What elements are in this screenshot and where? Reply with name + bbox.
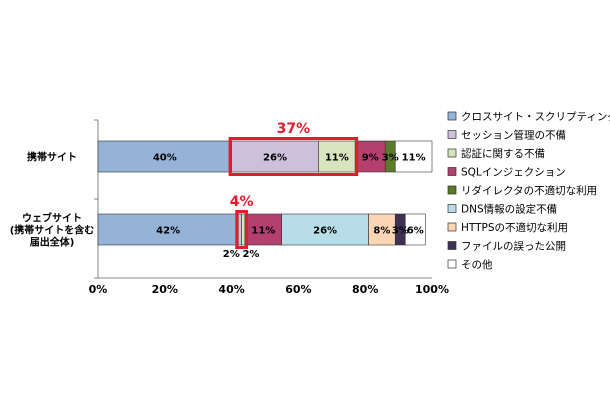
legend-swatch <box>447 259 457 269</box>
highlight-box <box>228 137 359 176</box>
data-label: 3% <box>382 153 399 164</box>
bar-segment <box>241 213 246 246</box>
legend-swatch <box>447 185 457 195</box>
x-tick-label: 0% <box>89 283 108 296</box>
bar-segment <box>394 140 433 173</box>
legend-label: その他 <box>461 258 493 271</box>
x-tick-label: 40% <box>218 283 244 296</box>
x-tick-label: 100% <box>415 283 449 296</box>
bar-segment <box>97 140 232 173</box>
x-tick-label: 20% <box>152 283 178 296</box>
legend-swatch <box>447 204 457 213</box>
bar-segment <box>237 213 242 246</box>
legend-swatch <box>447 241 457 250</box>
data-label: 6% <box>407 226 424 237</box>
bar-segment <box>97 213 239 246</box>
highlight-label: 37% <box>277 121 311 137</box>
data-label: 11% <box>251 226 275 237</box>
legend-swatch <box>447 148 457 158</box>
data-label: 8% <box>373 226 390 237</box>
bar-segment <box>318 140 356 173</box>
category-label-line: 届出全体) <box>30 236 75 249</box>
legend-label: HTTPSの不適切な利用 <box>461 221 568 234</box>
category-label: 携帯サイト <box>27 151 77 164</box>
data-label: 2% <box>223 249 240 260</box>
category-label-line: 携帯サイト <box>27 151 77 164</box>
data-label: 40% <box>153 153 177 164</box>
legend-swatch <box>447 130 457 139</box>
data-label: 26% <box>263 153 287 164</box>
category-label: ウェブサイト(携帯サイトを含む届出全体) <box>10 212 95 249</box>
data-label: 42% <box>156 226 180 237</box>
highlight-box <box>235 210 248 249</box>
category-label-line: ウェブサイト <box>22 212 82 225</box>
data-label: 11% <box>402 153 426 164</box>
legend-label: 認証に関する不備 <box>461 147 545 160</box>
legend-label: DNS情報の設定不備 <box>461 203 557 216</box>
bar-segment <box>281 213 369 246</box>
legend-label: クロスサイト・スクリプティング <box>461 110 610 123</box>
highlight-label: 4% <box>230 194 254 210</box>
x-tick-label: 80% <box>352 283 378 296</box>
legend-label: セッション管理の不備 <box>461 129 566 142</box>
data-label: 3% <box>392 226 409 237</box>
legend-label: リダイレクタの不適切な利用 <box>461 184 597 197</box>
legend-swatch <box>447 222 457 232</box>
data-label: 2% <box>242 249 259 260</box>
legend-label: SQLインジェクション <box>461 167 566 179</box>
x-tick-label: 60% <box>285 283 311 296</box>
category-label-line: (携帯サイトを含む <box>10 224 95 237</box>
data-label: 11% <box>325 153 349 164</box>
bar-segment <box>404 213 426 246</box>
data-label: 9% <box>362 153 379 164</box>
legend-swatch <box>447 111 457 121</box>
bar-segment <box>244 213 283 246</box>
data-label: 26% <box>313 226 337 237</box>
legend-swatch <box>447 167 457 176</box>
legend-label: ファイルの誤った公開 <box>461 240 566 253</box>
